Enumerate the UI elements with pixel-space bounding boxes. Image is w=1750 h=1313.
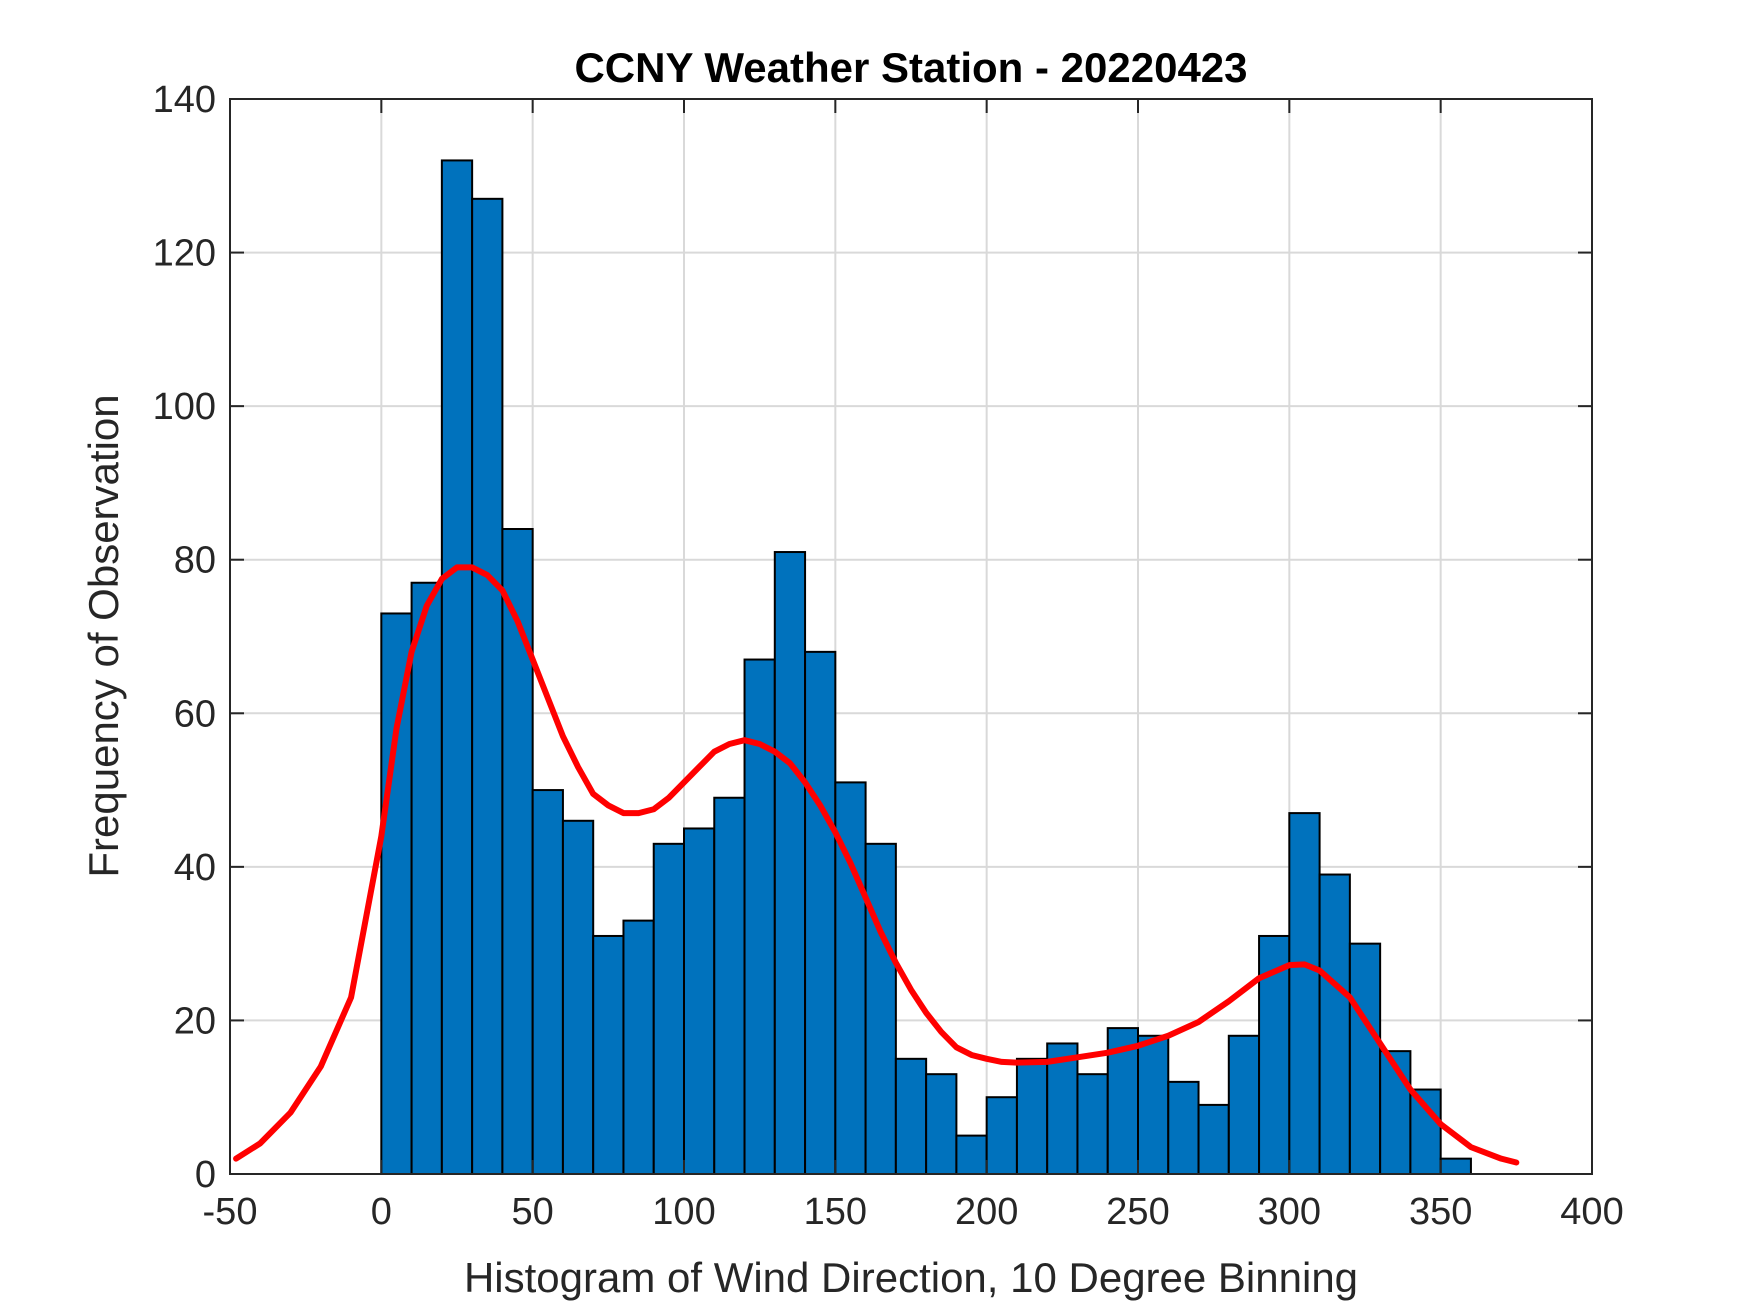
histogram-bar	[743, 658, 776, 1175]
histogram-bar	[1439, 1157, 1472, 1175]
histogram-bar	[1409, 1088, 1442, 1176]
x-tick-label: 250	[1106, 1191, 1169, 1233]
x-tick-label: 50	[512, 1191, 554, 1233]
histogram-bar	[1015, 1057, 1049, 1175]
histogram-bar	[985, 1096, 1018, 1175]
histogram-bar	[925, 1073, 958, 1176]
y-tick-label: 140	[153, 79, 216, 121]
histogram-bar	[683, 827, 716, 1175]
histogram-bar	[773, 551, 807, 1175]
histogram-bar	[592, 934, 625, 1176]
y-tick-label: 120	[153, 233, 216, 275]
histogram-bar	[1076, 1073, 1109, 1176]
histogram-bar	[440, 159, 474, 1175]
histogram-bar	[531, 789, 564, 1175]
y-axis-label: Frequency of Observation	[80, 394, 127, 877]
x-tick-label: 350	[1409, 1191, 1472, 1233]
y-tick-labels: 0 20 40 60 80 100 120 140	[153, 79, 216, 1196]
x-tick-label: 400	[1560, 1191, 1623, 1233]
y-tick-label: 60	[174, 693, 216, 735]
histogram-bar	[894, 1057, 928, 1175]
y-tick-label: 80	[174, 540, 216, 582]
y-tick-label: 20	[174, 1000, 216, 1042]
x-axis-label: Histogram of Wind Direction, 10 Degree B…	[464, 1254, 1358, 1301]
histogram-bar	[1197, 1103, 1230, 1175]
histogram-bar	[1288, 812, 1321, 1175]
histogram-bar	[1348, 942, 1382, 1176]
x-tick-labels: -50 0 50 100 150 200 250 300 350 400	[203, 1191, 1624, 1233]
histogram-bar	[955, 1134, 988, 1176]
histogram-bar	[622, 919, 655, 1175]
density-fit-curve	[233, 564, 1520, 1166]
chart-title: CCNY Weather Station - 20220423	[574, 44, 1247, 91]
axis-ticks	[229, 98, 1593, 1175]
y-tick-label: 0	[195, 1154, 216, 1196]
histogram-bar	[713, 796, 746, 1175]
histogram-bar	[471, 197, 504, 1176]
axes-frame	[229, 98, 1593, 1175]
histogram-bar	[652, 842, 686, 1175]
x-tick-label: 150	[804, 1191, 867, 1233]
y-tick-label: 100	[153, 386, 216, 428]
histogram-bar	[410, 581, 443, 1175]
histogram-bar	[1227, 1034, 1261, 1176]
x-tick-label: 100	[652, 1191, 715, 1233]
y-tick-label: 40	[174, 847, 216, 889]
histogram-bar	[561, 819, 595, 1175]
x-tick-label: 300	[1258, 1191, 1321, 1233]
histogram-bar	[380, 612, 413, 1175]
histogram-bars	[380, 159, 1472, 1176]
x-tick-label: 200	[955, 1191, 1018, 1233]
x-tick-label: 0	[371, 1191, 392, 1233]
histogram-bar	[804, 650, 837, 1175]
histogram-bar	[1167, 1080, 1200, 1176]
histogram-bar	[864, 842, 897, 1175]
x-tick-label: -50	[203, 1191, 258, 1233]
histogram-bar	[1137, 1034, 1170, 1176]
histogram-bar	[1318, 873, 1351, 1175]
